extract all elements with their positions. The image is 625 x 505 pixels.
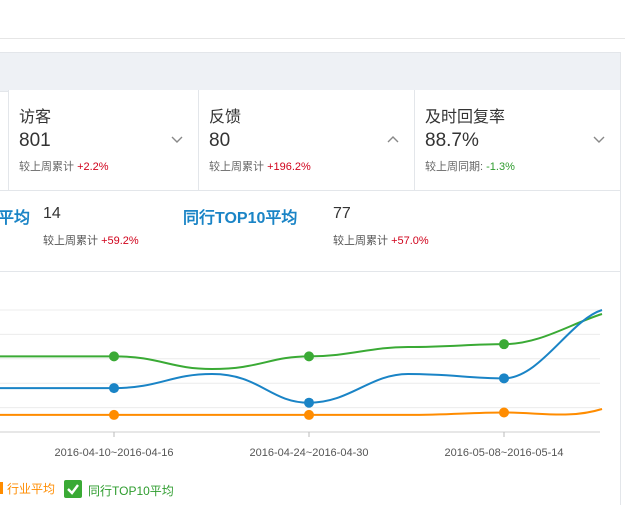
- metric-card-feedback[interactable]: 反馈 80 较上周累计 +196.2%: [199, 90, 414, 190]
- divider: [414, 90, 415, 190]
- data-point: [304, 397, 314, 408]
- industry-average-title: 平均: [0, 210, 31, 227]
- series-line: [0, 408, 603, 416]
- x-tick-label: 2016-04-10~2016-04-16: [55, 447, 174, 459]
- metric-value: 801: [19, 130, 51, 151]
- x-tick-label: 2016-05-08~2016-05-14: [445, 447, 564, 459]
- data-point: [499, 373, 509, 384]
- trend-line-chart: 2016-04-10~2016-04-16 2016-04-24~2016-04-…: [0, 309, 603, 459]
- top10-average-title: 同行TOP10平均: [183, 210, 298, 227]
- metric-compare: 较上周累计 +196.2%: [209, 161, 311, 173]
- check-icon: [67, 484, 79, 495]
- data-point: [109, 383, 119, 394]
- metric-label: 及时回复率: [425, 109, 506, 126]
- comparison-band: 平均 14 较上周累计 +59.2% 同行TOP10平均 77 较上周累计 +5…: [0, 190, 620, 272]
- metric-card-visitors[interactable]: 访客 801 较上周累计 +2.2%: [9, 90, 198, 190]
- data-point: [304, 351, 314, 362]
- metric-label: 访客: [19, 109, 52, 126]
- metric-value: 80: [209, 130, 231, 151]
- chart-grid: [0, 309, 600, 433]
- divider: [198, 90, 199, 190]
- chart-x-ticks: 2016-04-10~2016-04-16 2016-04-24~2016-04-…: [55, 432, 564, 459]
- metric-label: 反馈: [209, 109, 242, 126]
- industry-average-value: 14: [43, 205, 61, 222]
- metric-card-reply-rate[interactable]: 及时回复率 88.7% 较上周同期: -1.3%: [415, 90, 620, 190]
- chart-points: [109, 339, 509, 420]
- data-point: [109, 409, 119, 420]
- metric-compare: 较上周累计 +2.2%: [19, 161, 109, 173]
- legend-item-industry[interactable]: 行业平均: [0, 480, 55, 497]
- chart-lines: [0, 309, 603, 416]
- top10-average-compare: 较上周累计 +57.0%: [333, 235, 429, 247]
- divider: [8, 90, 9, 190]
- chevron-up-icon[interactable]: [386, 134, 400, 144]
- data-point: [109, 351, 119, 362]
- chevron-down-icon[interactable]: [170, 134, 184, 144]
- metric-value: 88.7%: [425, 130, 479, 151]
- chevron-down-icon[interactable]: [592, 134, 606, 144]
- top-bar: [0, 0, 625, 39]
- data-point: [499, 407, 509, 418]
- series-line: [0, 313, 603, 371]
- legend-item-top10[interactable]: 同行TOP10平均: [88, 484, 174, 498]
- data-point: [304, 409, 314, 420]
- top10-average-value: 77: [333, 205, 351, 222]
- industry-average-compare: 较上周累计 +59.2%: [43, 235, 139, 247]
- x-tick-label: 2016-04-24~2016-04-30: [250, 447, 369, 459]
- panel-border: [620, 52, 621, 505]
- section-header-bar: [0, 52, 620, 92]
- data-point: [499, 339, 509, 350]
- legend-checkbox-top10[interactable]: [64, 480, 82, 498]
- metric-compare: 较上周同期: -1.3%: [425, 161, 515, 173]
